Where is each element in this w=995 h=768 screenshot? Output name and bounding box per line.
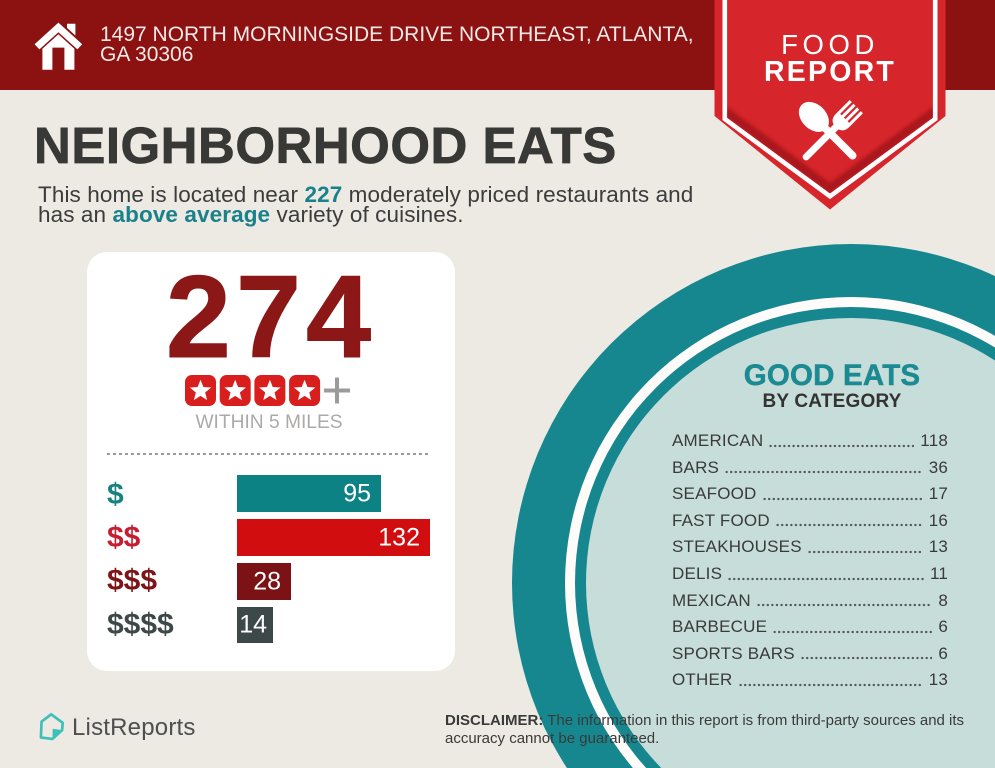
svg-text:REPORT: REPORT xyxy=(764,56,896,88)
svg-text:FOOD: FOOD xyxy=(781,29,879,60)
